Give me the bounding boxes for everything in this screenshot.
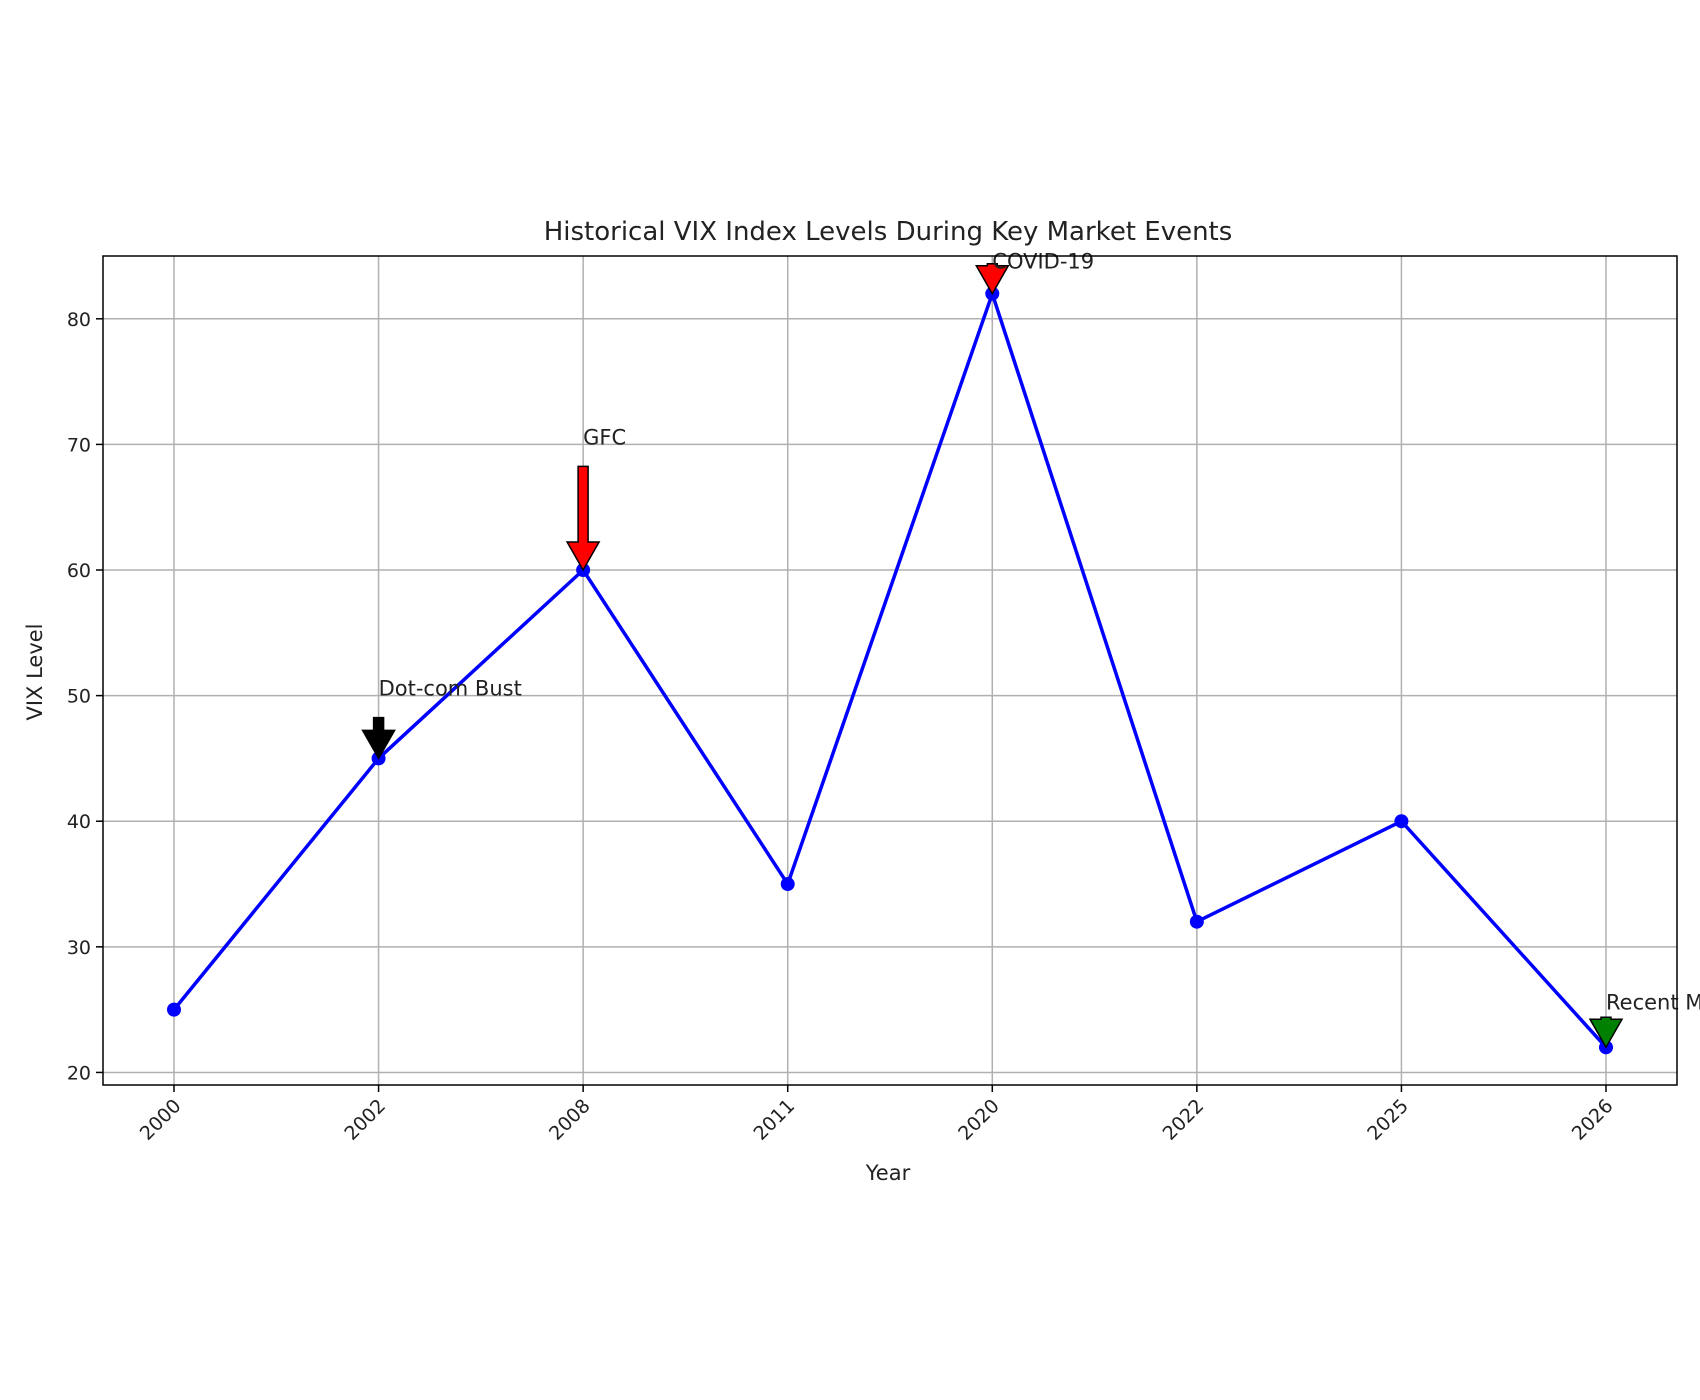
y-tick-label: 50: [67, 686, 91, 708]
series-line: [172, 288, 1608, 1049]
y-axis-ticks: 20 30 40 50 60 70 80: [67, 309, 103, 1084]
data-point: [1394, 814, 1409, 829]
annotation-arrow: [975, 262, 1010, 296]
annotation-label: Recent Moderate: [1606, 991, 1700, 1015]
x-tick-label: 2011: [749, 1095, 799, 1145]
series-polyline: [172, 288, 1608, 1049]
y-tick-label: 20: [67, 1062, 91, 1084]
x-tick-label: 2022: [1159, 1095, 1209, 1145]
annotation: Dot-com Bust: [361, 677, 522, 760]
x-tick-label: 2008: [545, 1095, 595, 1145]
annotation-label: GFC: [583, 425, 626, 449]
y-tick-label: 80: [67, 309, 91, 331]
x-tick-label: 2020: [954, 1095, 1004, 1145]
chart-title: Historical VIX Index Levels During Key M…: [544, 217, 1233, 247]
y-tick-label: 70: [67, 434, 91, 456]
x-tick-label: 2026: [1568, 1095, 1618, 1145]
annotation-label: COVID-19: [992, 250, 1094, 274]
x-tick-label: 2000: [136, 1095, 186, 1145]
y-tick-label: 60: [67, 560, 91, 582]
annotation-arrow: [1588, 1016, 1624, 1049]
annotation-label: Dot-com Bust: [379, 677, 522, 701]
data-point: [780, 877, 795, 892]
data-point: [1189, 914, 1204, 929]
x-axis-ticks: 2000 2002 2008 2011 2020 2022 2025 2026: [136, 1085, 1618, 1145]
y-tick-label: 40: [67, 811, 91, 833]
data-point: [167, 1002, 181, 1017]
annotation: COVID-19: [975, 250, 1094, 296]
grid: [103, 256, 1677, 1085]
plot-area-frame: [102, 255, 1678, 1086]
x-axis-label: Year: [865, 1161, 911, 1185]
y-axis-label: VIX Level: [23, 623, 47, 720]
x-tick-label: 2002: [340, 1095, 390, 1145]
annotation: Recent Moderate: [1588, 991, 1700, 1049]
annotations: Dot-com Bust GFC COVID-19 Recent Moderate: [361, 250, 1700, 1049]
annotation-arrow: [565, 465, 601, 572]
annotation-arrow: [361, 716, 396, 760]
data-markers: [167, 286, 1613, 1055]
x-tick-label: 2025: [1363, 1095, 1413, 1145]
y-tick-label: 30: [67, 937, 91, 959]
annotation: GFC: [565, 425, 626, 572]
